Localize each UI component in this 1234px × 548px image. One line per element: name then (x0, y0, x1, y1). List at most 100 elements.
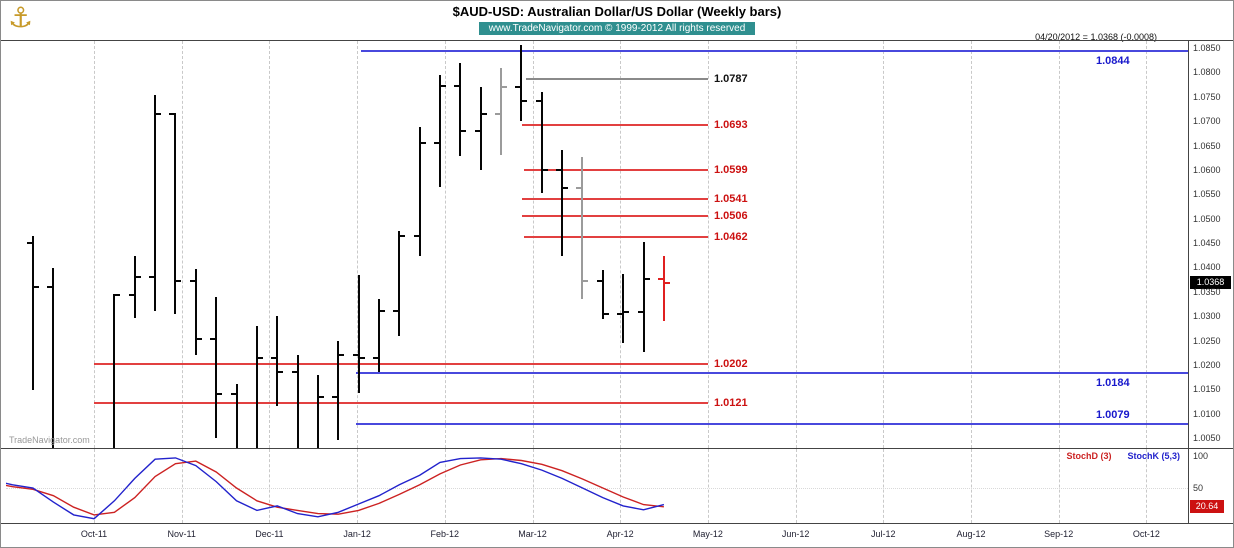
price-tick-label: 1.0350 (1193, 286, 1221, 297)
month-gridline (795, 449, 797, 523)
price-bar-open-tick (189, 279, 195, 282)
price-level-label: 1.0506 (714, 209, 748, 222)
month-gridline (94, 41, 95, 448)
price-tick-label: 1.0550 (1193, 189, 1221, 200)
price-bar-stem (215, 296, 218, 439)
separator-line (1, 448, 1233, 449)
month-gridline (1058, 41, 1060, 448)
stochastic-axis: 20.64 100 50 (1189, 449, 1233, 523)
price-bar-close-tick (664, 281, 670, 284)
price-bar-stem (581, 156, 584, 299)
month-gridline (707, 449, 709, 523)
price-bar-close-tick (583, 279, 589, 282)
price-axis: 1.0368 1.0850 1.0800 1.0750 1.0700 1.0650 1.0… (1189, 41, 1233, 448)
support-resistance-line (524, 236, 708, 239)
month-label: May-12 (692, 529, 723, 539)
copyright-banner: www.TradeNavigator.com © 1999-2012 All r… (478, 22, 756, 35)
support-resistance-line (524, 169, 708, 172)
price-tick-label: 1.0650 (1193, 140, 1221, 151)
month-label: Jul-12 (871, 529, 896, 539)
price-bar-close-tick (135, 275, 141, 278)
separator-line (1, 40, 1233, 41)
chart-title: $AUD-USD: Australian Dollar/US Dollar (W… (452, 4, 782, 19)
support-resistance-line (356, 422, 1188, 425)
axis-separator-line (1188, 40, 1189, 524)
stochk-line (6, 457, 665, 520)
price-bar-close-tick (644, 278, 650, 281)
stochastic-legend: StochD (3) StochK (5,3) (1066, 451, 1180, 461)
support-resistance-line (526, 77, 708, 80)
price-bar-open-tick (657, 278, 663, 281)
month-gridline (532, 41, 534, 448)
month-label: Dec-11 (255, 529, 284, 539)
price-bar-stem (32, 235, 34, 390)
price-tick-label: 1.0400 (1193, 262, 1221, 273)
stoch-midline (6, 488, 1188, 489)
price-level-label: 1.0541 (714, 192, 748, 205)
price-bar-open-tick (434, 142, 439, 145)
price-level-label: 1.0599 (714, 164, 748, 177)
month-gridline (795, 41, 797, 448)
price-bar-open-tick (27, 242, 32, 245)
price-bar-open-tick (454, 85, 460, 88)
price-chart-canvas[interactable]: TradeNavigator.com 1.0844 1.0787 1.0693 1.0… (6, 41, 1188, 448)
price-bar-open-tick (556, 169, 562, 172)
tradenavigator-logo-icon: ⚓ (8, 2, 34, 33)
price-bar-open-tick (352, 354, 358, 357)
price-bar-close-tick (359, 356, 365, 359)
watermark: TradeNavigator.com (9, 435, 90, 445)
price-bar-close-tick (522, 99, 528, 102)
stochastic-current-marker: 20.64 (1190, 499, 1224, 513)
price-bar-close-tick (624, 310, 630, 313)
price-level-label: 1.0462 (714, 231, 748, 244)
price-level-label: 1.0184 (1096, 376, 1130, 389)
price-bar-close-tick (563, 187, 569, 190)
month-gridline (971, 449, 972, 523)
month-label: Oct-12 (1132, 529, 1160, 539)
month-gridline (620, 449, 622, 523)
price-tick-label: 1.0500 (1193, 213, 1221, 224)
month-label: Jun-12 (781, 529, 810, 539)
stochastic-panel-canvas[interactable]: StochD (3) StochK (5,3) (6, 449, 1188, 523)
price-bar-open-tick (149, 275, 155, 278)
price-tick-label: 1.0150 (1193, 384, 1221, 395)
price-bar-stem (296, 355, 299, 448)
price-tick-label: 1.0700 (1193, 116, 1221, 127)
price-bar-close-tick (420, 142, 426, 145)
price-bar-stem (418, 126, 421, 257)
price-bar-open-tick (230, 392, 236, 395)
price-bar-stem (377, 299, 380, 372)
price-bar-close-tick (603, 313, 609, 316)
month-gridline (707, 41, 709, 448)
price-bar-open-tick (474, 129, 480, 132)
price-bar-stem (52, 267, 55, 448)
price-level-label: 1.0079 (1096, 408, 1130, 421)
price-bar-open-tick (596, 279, 602, 282)
price-bar-open-tick (515, 86, 521, 88)
price-bar-close-tick (318, 395, 324, 398)
support-resistance-line (94, 402, 708, 405)
price-bar-stem (316, 374, 319, 448)
month-gridline (94, 449, 95, 523)
price-bar-stem (622, 273, 625, 343)
month-gridline (883, 41, 885, 448)
month-gridline (181, 41, 183, 448)
price-bar-stem (561, 150, 564, 257)
price-bar-close-tick (217, 392, 223, 395)
price-bar-close-tick (502, 86, 508, 88)
month-label: Apr-12 (606, 529, 634, 539)
price-bar-open-tick (495, 113, 501, 116)
price-bar-close-tick (176, 279, 182, 282)
price-level-label: 1.0121 (714, 397, 748, 410)
price-bar-open-tick (413, 234, 419, 237)
separator-line (1, 523, 1233, 524)
price-bar-stem (133, 255, 136, 318)
price-bar-close-tick (441, 85, 446, 88)
stoch-tick-label: 50 (1193, 483, 1204, 493)
price-bar-stem (276, 316, 279, 407)
month-label: Nov-11 (167, 529, 196, 539)
price-tick-label: 1.0200 (1193, 359, 1221, 370)
price-bar-open-tick (617, 313, 623, 316)
price-bar-stem (642, 242, 645, 353)
price-bar-close-tick (115, 294, 121, 297)
